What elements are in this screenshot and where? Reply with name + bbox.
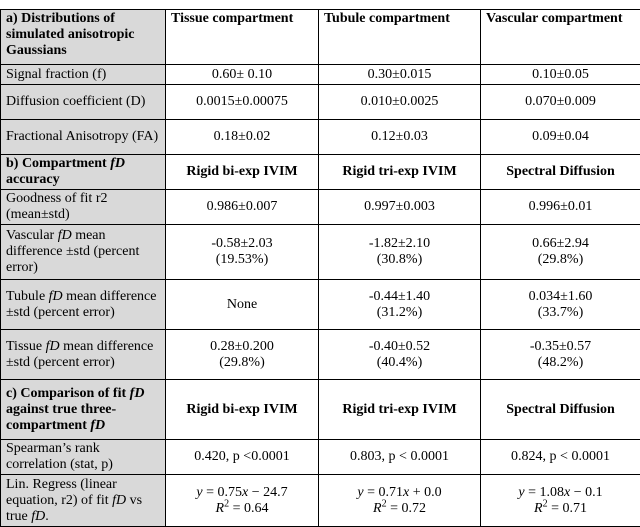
text-segment: fD — [49, 289, 63, 304]
text-segment: fD — [130, 386, 145, 401]
row-label: Vascular fD mean difference ±std (percen… — [1, 225, 166, 280]
text-segment: R — [373, 501, 382, 516]
text-segment: = 0.71 — [548, 501, 587, 516]
cell: Spectral Diffusion — [481, 155, 640, 190]
cell: 0.070±0.009 — [481, 85, 640, 120]
cell: -0.58±2.03 (19.53%) — [166, 225, 319, 280]
cell: 0.60± 0.10 — [166, 65, 319, 85]
cell: 0.66±2.94 (29.8%) — [481, 225, 640, 280]
row-label: Fractional Anisotropy (FA) — [1, 120, 166, 155]
text-segment: Tissue — [6, 339, 46, 354]
text-segment: Tubule — [6, 289, 49, 304]
text-segment: + 0.0 — [409, 485, 441, 500]
table-body: a) Distributions of simulated anisotropi… — [1, 10, 640, 527]
table-row: Tubule fD mean difference ±std (percent … — [1, 280, 640, 330]
section-header-row: c) Comparison of fit fD against true thr… — [1, 380, 640, 440]
row-label: c) Comparison of fit fD against true thr… — [1, 380, 166, 440]
cell: 0.0015±0.00075 — [166, 85, 319, 120]
table-row: Tissue fD mean difference ±std (percent … — [1, 330, 640, 380]
cell: Rigid bi-exp IVIM — [166, 380, 319, 440]
text-segment: accuracy — [6, 172, 60, 187]
row-label: Tissue fD mean difference ±std (percent … — [1, 330, 166, 380]
cell: 0.420, p <0.0001 — [166, 440, 319, 475]
row-label: Tubule fD mean difference ±std (percent … — [1, 280, 166, 330]
text-segment: . — [45, 509, 49, 524]
row-label: Spearman’s rank correlation (stat, p) — [1, 440, 166, 475]
table-row: Vascular fD mean difference ±std (percen… — [1, 225, 640, 280]
cell: 0.997±0.003 — [319, 190, 481, 225]
results-table: a) Distributions of simulated anisotropi… — [0, 9, 640, 527]
text-segment: fD — [90, 418, 105, 433]
cell: Spectral Diffusion — [481, 380, 640, 440]
text-segment: = 0.64 — [229, 501, 268, 516]
table-row: Goodness of fit r2 (mean±std)0.986±0.007… — [1, 190, 640, 225]
text-segment: − 24.7 — [248, 485, 287, 500]
text-segment: fD — [112, 493, 126, 508]
cell: 0.824, p < 0.0001 — [481, 440, 640, 475]
table-row: Lin. Regress (linear equation, r2) of fi… — [1, 475, 640, 527]
cell: None — [166, 280, 319, 330]
cell: Tissue compartment — [166, 10, 319, 65]
text-segment: fD — [58, 228, 72, 243]
text-segment: b) Compartment — [6, 156, 110, 171]
cell: y = 0.71x + 0.0 R2 = 0.72 — [319, 475, 481, 527]
cell: Rigid tri-exp IVIM — [319, 155, 481, 190]
text-segment: R — [534, 501, 543, 516]
cell: 0.034±1.60 (33.7%) — [481, 280, 640, 330]
cell: 0.996±0.01 — [481, 190, 640, 225]
section-header-row: a) Distributions of simulated anisotropi… — [1, 10, 640, 65]
text-segment: Lin. Regress (linear equation, r2) of fi… — [6, 477, 117, 508]
cell: 0.803, p < 0.0001 — [319, 440, 481, 475]
text-segment: fD — [31, 509, 45, 524]
cell: 0.12±0.03 — [319, 120, 481, 155]
cell: Vascular compartment — [481, 10, 640, 65]
cell: 0.986±0.007 — [166, 190, 319, 225]
cell: Rigid tri-exp IVIM — [319, 380, 481, 440]
cell: 0.18±0.02 — [166, 120, 319, 155]
cell: -0.35±0.57 (48.2%) — [481, 330, 640, 380]
table-wrap: a) Distributions of simulated anisotropi… — [0, 9, 640, 527]
text-segment: c) Comparison of fit — [6, 386, 130, 401]
cell: 0.28±0.200 (29.8%) — [166, 330, 319, 380]
text-segment: fD — [46, 339, 60, 354]
row-label: Lin. Regress (linear equation, r2) of fi… — [1, 475, 166, 527]
cell: 0.10±0.05 — [481, 65, 640, 85]
text-segment: Vascular — [6, 228, 58, 243]
text-segment: = 0.72 — [387, 501, 426, 516]
row-label: Diffusion coefficient (D) — [1, 85, 166, 120]
cell: 0.010±0.0025 — [319, 85, 481, 120]
cell: Tubule compartment — [319, 10, 481, 65]
text-segment: = 0.75 — [203, 485, 242, 500]
cell: -0.40±0.52 (40.4%) — [319, 330, 481, 380]
cell: y = 0.75x − 24.7 R2 = 0.64 — [166, 475, 319, 527]
text-segment: fD — [110, 156, 125, 171]
cell: 0.30±0.015 — [319, 65, 481, 85]
cell: Rigid bi-exp IVIM — [166, 155, 319, 190]
row-label: a) Distributions of simulated anisotropi… — [1, 10, 166, 65]
row-label: Signal fraction (f) — [1, 65, 166, 85]
cell: -1.82±2.10 (30.8%) — [319, 225, 481, 280]
text-segment: − 0.1 — [570, 485, 602, 500]
row-label: b) Compartment fD accuracy — [1, 155, 166, 190]
cell: -0.44±1.40 (31.2%) — [319, 280, 481, 330]
row-label: Goodness of fit r2 (mean±std) — [1, 190, 166, 225]
table-row: Spearman’s rank correlation (stat, p)0.4… — [1, 440, 640, 475]
text-segment: R — [216, 501, 225, 516]
cell: 0.09±0.04 — [481, 120, 640, 155]
cell: y = 1.08x − 0.1 R2 = 0.71 — [481, 475, 640, 527]
